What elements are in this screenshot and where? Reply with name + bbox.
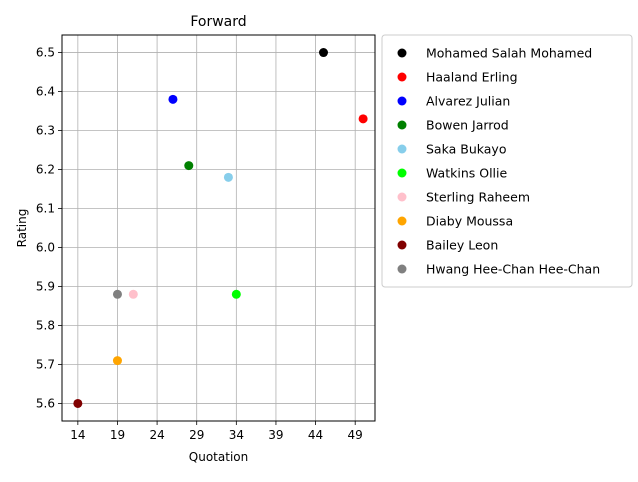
legend-entry: Hwang Hee-Chan Hee-Chan	[397, 262, 600, 277]
y-tick-label: 5.7	[36, 357, 55, 371]
plot-frame	[61, 34, 376, 422]
legend-entry: Saka Bukayo	[397, 142, 506, 157]
legend-entry: Sterling Raheem	[397, 190, 530, 205]
legend-marker	[397, 120, 407, 130]
legend-marker	[397, 72, 407, 82]
legend-box	[381, 34, 633, 288]
legend-marker	[397, 96, 407, 106]
legend-marker	[397, 168, 407, 178]
legend-entry: Bowen Jarrod	[397, 118, 509, 133]
data-point	[112, 289, 122, 299]
y-tick-label: 6.0	[36, 240, 55, 254]
data-point	[358, 114, 368, 124]
legend-marker	[397, 144, 407, 154]
legend-entry: Diaby Moussa	[397, 214, 513, 229]
legend-entry: Bailey Leon	[397, 238, 498, 253]
x-tick-label: 34	[229, 428, 244, 442]
x-tick-label: 24	[149, 428, 164, 442]
legend-marker	[397, 264, 407, 274]
legend-entry: Haaland Erling	[397, 70, 518, 85]
data-point	[184, 161, 194, 171]
x-tick-label: 44	[308, 428, 323, 442]
y-tick-label: 5.8	[36, 318, 55, 332]
data-point	[73, 398, 83, 408]
x-tick-label: 39	[268, 428, 283, 442]
y-axis-ticks: 5.6 5.7 5.8 5.9 6.0 6.1 6.2 6.3 6.4 6.5	[36, 46, 62, 410]
legend-entry: Alvarez Julian	[397, 94, 510, 109]
legend-label: Saka Bukayo	[426, 142, 506, 157]
x-axis-ticks: 14 19 24 29 34 39 44 49	[70, 421, 363, 442]
legend-label: Hwang Hee-Chan Hee-Chan	[426, 262, 600, 277]
y-tick-label: 6.3	[36, 124, 55, 138]
legend-label: Bowen Jarrod	[426, 118, 509, 133]
data-point	[318, 48, 328, 58]
legend-marker	[397, 240, 407, 250]
x-tick-label: 14	[70, 428, 85, 442]
y-tick-label: 6.5	[36, 46, 55, 60]
grid	[62, 35, 375, 421]
legend-label: Bailey Leon	[426, 238, 498, 253]
y-axis-label: Rating	[15, 209, 29, 248]
legend-label: Watkins Ollie	[426, 166, 507, 181]
data-points	[73, 48, 368, 408]
legend-label: Sterling Raheem	[426, 190, 530, 205]
legend-entry: Watkins Ollie	[397, 166, 507, 181]
x-tick-label: 49	[348, 428, 363, 442]
chart-title: Forward	[190, 14, 246, 30]
legend-entry: Mohamed Salah Mohamed	[397, 46, 592, 61]
legend-marker	[397, 192, 407, 202]
legend-label: Haaland Erling	[426, 70, 518, 85]
y-tick-label: 6.4	[36, 85, 55, 99]
legend: Mohamed Salah Mohamed Haaland Erling Alvar…	[381, 34, 633, 288]
data-point	[231, 289, 241, 299]
y-tick-label: 5.6	[36, 396, 55, 410]
y-tick-label: 5.9	[36, 279, 55, 293]
data-point	[112, 356, 122, 366]
data-point	[168, 94, 178, 104]
legend-label: Mohamed Salah Mohamed	[426, 46, 592, 61]
legend-marker	[397, 216, 407, 226]
data-point	[223, 172, 233, 182]
y-tick-label: 6.2	[36, 163, 55, 177]
legend-marker	[397, 48, 407, 58]
legend-label: Diaby Moussa	[426, 214, 513, 229]
x-axis-label: Quotation	[189, 450, 248, 464]
data-point	[128, 289, 138, 299]
legend-items: Mohamed Salah Mohamed Haaland Erling Alvar…	[397, 46, 600, 277]
x-tick-label: 29	[189, 428, 204, 442]
legend-label: Alvarez Julian	[426, 94, 510, 109]
y-tick-label: 6.1	[36, 202, 55, 216]
x-tick-label: 19	[110, 428, 125, 442]
